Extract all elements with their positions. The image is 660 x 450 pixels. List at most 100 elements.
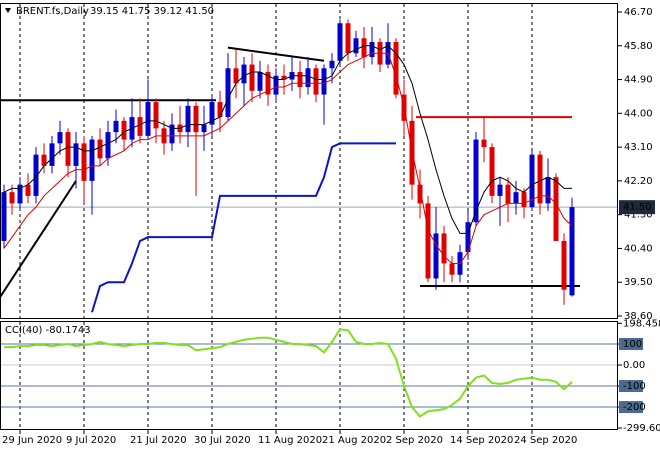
cci-tick-label: 0.00 bbox=[623, 360, 645, 371]
candle-body bbox=[249, 64, 255, 91]
candle-body bbox=[417, 184, 423, 204]
candle-body bbox=[193, 105, 199, 133]
candle-body bbox=[9, 192, 15, 204]
candle-body bbox=[297, 72, 303, 88]
y-tick-label: 45.80 bbox=[624, 41, 653, 52]
y-tick-label: 44.90 bbox=[624, 75, 653, 86]
candle-body bbox=[353, 38, 359, 54]
ohlc-text: 39.15 41.75 39.12 41.50 bbox=[90, 6, 214, 17]
candle-body bbox=[505, 184, 511, 204]
candle-body bbox=[569, 207, 575, 296]
collapse-icon bbox=[5, 8, 11, 13]
indicator-line bbox=[91, 142, 396, 313]
x-tick-label: 21 Jul 2020 bbox=[130, 435, 187, 446]
candle-body bbox=[41, 154, 47, 166]
x-tick-label: 24 Sep 2020 bbox=[514, 435, 577, 446]
candle-body bbox=[313, 68, 319, 95]
x-tick-label: 21 Aug 2020 bbox=[322, 435, 386, 446]
candle-body bbox=[201, 124, 207, 133]
candle-body bbox=[529, 154, 535, 208]
candle-body bbox=[169, 124, 175, 144]
candle-body bbox=[345, 23, 351, 54]
candle-body bbox=[265, 72, 271, 95]
candle-body bbox=[113, 120, 119, 133]
candle-body bbox=[337, 23, 343, 61]
candle-body bbox=[81, 143, 87, 181]
y-tick-label: 42.20 bbox=[624, 176, 653, 187]
y-tick-label: 46.70 bbox=[624, 7, 653, 18]
y-tick-label: 38.60 bbox=[624, 311, 653, 322]
candle-body bbox=[105, 132, 111, 159]
cci-plot bbox=[1, 322, 617, 429]
x-tick-label: 11 Aug 2020 bbox=[258, 435, 322, 446]
y-tick-label: 39.50 bbox=[624, 277, 653, 288]
candle-body bbox=[185, 105, 191, 133]
y-tick-label: 40.40 bbox=[624, 243, 653, 254]
cci-level-tag bbox=[619, 337, 643, 350]
candle-body bbox=[321, 68, 327, 95]
candle-body bbox=[73, 143, 79, 166]
cci-tick-label: -100 bbox=[623, 381, 646, 392]
candle-body bbox=[137, 117, 143, 136]
candle-body bbox=[441, 233, 447, 264]
candle-body bbox=[153, 102, 159, 129]
candle-body bbox=[481, 139, 487, 148]
candle-body bbox=[49, 143, 55, 166]
candle-body bbox=[513, 192, 519, 204]
candle-body bbox=[361, 38, 367, 58]
candle-body bbox=[257, 72, 263, 91]
candle-body bbox=[425, 203, 431, 279]
candle-body bbox=[241, 64, 247, 84]
cci-tick-label: -200 bbox=[623, 402, 646, 413]
last-price-tag bbox=[619, 200, 655, 215]
candle-body bbox=[57, 132, 63, 144]
candle-body bbox=[273, 75, 279, 95]
x-tick-label: 9 Jul 2020 bbox=[66, 435, 116, 446]
x-tick-label: 14 Sep 2020 bbox=[450, 435, 513, 446]
indicator-line bbox=[3, 52, 573, 264]
x-tick-label: 29 Jun 2020 bbox=[2, 435, 62, 446]
candle-body bbox=[65, 132, 71, 166]
x-tick-label: 2 Sep 2020 bbox=[386, 435, 443, 446]
cci-frame bbox=[0, 321, 618, 430]
candle-body bbox=[369, 42, 375, 58]
candle-body bbox=[25, 184, 31, 196]
candle-body bbox=[209, 102, 215, 125]
candle-body bbox=[89, 139, 95, 181]
y-tick-label: 43.10 bbox=[624, 142, 653, 153]
candle-body bbox=[521, 192, 527, 208]
cci-level-tag bbox=[619, 380, 643, 393]
candle-body bbox=[33, 154, 39, 196]
candle-body bbox=[465, 222, 471, 253]
candle-body bbox=[393, 42, 399, 95]
candle-body bbox=[545, 177, 551, 204]
candle-body bbox=[473, 139, 479, 223]
indicator-line bbox=[3, 45, 572, 234]
candle-body bbox=[217, 102, 223, 118]
candle-body bbox=[553, 177, 559, 241]
y-tick-label: 41.30 bbox=[624, 210, 653, 221]
candle-body bbox=[489, 147, 495, 196]
candle-body bbox=[537, 154, 543, 204]
cci-tick-label: 100 bbox=[623, 339, 642, 350]
candle-body bbox=[17, 184, 23, 204]
candle-body bbox=[233, 68, 239, 84]
candle-body bbox=[449, 263, 455, 275]
cci-tick-label: -299.603 bbox=[623, 423, 660, 434]
price-plot bbox=[1, 4, 617, 318]
candle-body bbox=[497, 184, 503, 196]
candle-body bbox=[433, 233, 439, 279]
candle-body bbox=[561, 240, 567, 290]
chart-title: BRENT.fs,Daily bbox=[16, 6, 89, 17]
cci-tick-label: 198.4581 bbox=[623, 318, 660, 329]
cci-line bbox=[4, 328, 573, 418]
last-price-label: 41.50 bbox=[623, 202, 652, 213]
trendline bbox=[1, 180, 77, 298]
candle-body bbox=[305, 68, 311, 88]
candle-body bbox=[121, 120, 127, 140]
candle-body bbox=[225, 68, 231, 118]
main-frame bbox=[0, 3, 618, 319]
candle-body bbox=[145, 102, 151, 136]
candle-body bbox=[1, 192, 7, 241]
